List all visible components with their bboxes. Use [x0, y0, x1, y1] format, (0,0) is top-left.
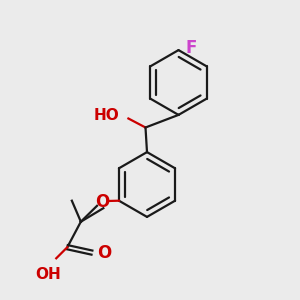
Text: OH: OH — [36, 267, 61, 282]
Text: O: O — [95, 193, 110, 211]
Text: HO: HO — [94, 108, 119, 123]
Text: F: F — [185, 39, 196, 57]
Text: O: O — [97, 244, 112, 262]
